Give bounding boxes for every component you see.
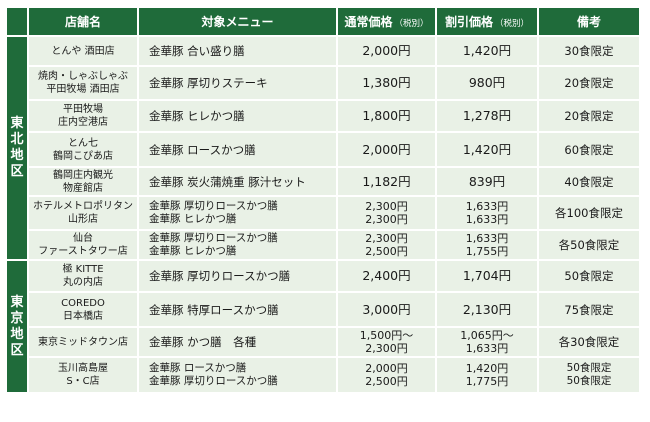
note-cell: 50食限定 <box>539 261 639 291</box>
discount-price-cell: 1,420円 1,775円 <box>437 358 537 392</box>
menu-cell: 金華豚 かつ膳 各種 <box>139 328 336 356</box>
region-header <box>7 8 27 35</box>
note-cell: 各100食限定 <box>539 197 639 229</box>
region-label-tohoku: 東北地区 <box>7 37 27 259</box>
shop-name-cell: 仙台 ファーストタワー店 <box>29 231 137 259</box>
header-row: 店舗名 対象メニュー 通常価格 （税別） 割引価格 （税別） 備考 <box>7 8 639 35</box>
regular-price-cell: 1,500円～ 2,300円 <box>338 328 435 356</box>
regular-price-cell: 1,380円 <box>338 67 435 99</box>
discount-price-cell: 980円 <box>437 67 537 99</box>
shop-name-cell: とんや 酒田店 <box>29 37 137 65</box>
regular-price-cell: 2,300円 2,500円 <box>338 231 435 259</box>
menu-cell: 金華豚 厚切りロースかつ膳 金華豚 ヒレかつ膳 <box>139 231 336 259</box>
menu-cell: 金華豚 炭火蒲焼重 豚汁セット <box>139 168 336 195</box>
shop-name-cell: 鶴岡庄内観光 物産館店 <box>29 168 137 195</box>
menu-cell: 金華豚 厚切りロースかつ膳 <box>139 261 336 291</box>
table-row: とん七 鶴岡こぴあ店 金華豚 ロースかつ膳 2,000円 1,420円 60食限定 <box>7 133 639 166</box>
table-row: 鶴岡庄内観光 物産館店 金華豚 炭火蒲焼重 豚汁セット 1,182円 839円 4… <box>7 168 639 195</box>
shop-name-cell: 東京ミッドタウン店 <box>29 328 137 356</box>
menu-cell: 金華豚 特厚ロースかつ膳 <box>139 293 336 326</box>
price-table: 店舗名 対象メニュー 通常価格 （税別） 割引価格 （税別） 備考 東北地区 とんや… <box>5 6 641 394</box>
menu-cell: 金華豚 ロースかつ膳 金華豚 厚切りロースかつ膳 <box>139 358 336 392</box>
table-row: 東京地区 極 KITTE 丸の内店 金華豚 厚切りロースかつ膳 2,400円 1,… <box>7 261 639 392</box>
table-row: 東京ミッドタウン店 金華豚 かつ膳 各種 1,500円～ 2,300円 1,065… <box>7 328 639 356</box>
note-cell: 30食限定 <box>539 37 639 65</box>
menu-header: 対象メニュー <box>139 8 336 35</box>
shop-name-cell: COREDO 日本橋店 <box>29 293 137 326</box>
shop-name-cell: 焼肉・しゃぶしゃぶ 平田牧場 酒田店 <box>29 67 137 99</box>
regular-price-cell: 1,800円 <box>338 101 435 131</box>
regular-price-cell: 2,000円 <box>338 133 435 166</box>
note-header: 備考 <box>539 8 639 35</box>
menu-cell: 金華豚 合い盛り膳 <box>139 37 336 65</box>
shop-name-cell: 玉川高島屋 S・C店 <box>29 358 137 392</box>
regular-price-cell: 2,300円 2,300円 <box>338 197 435 229</box>
note-cell: 20食限定 <box>539 101 639 131</box>
regular-price-cell: 3,000円 <box>338 293 435 326</box>
discount-price-cell: 1,704円 <box>437 261 537 291</box>
discount-price-cell: 839円 <box>437 168 537 195</box>
discount-price-cell: 2,130円 <box>437 293 537 326</box>
discount-price-cell: 1,633円 1,633円 <box>437 197 537 229</box>
table-row: COREDO 日本橋店 金華豚 特厚ロースかつ膳 3,000円 2,130円 75… <box>7 293 639 326</box>
discount-price-header: 割引価格 （税別） <box>437 8 537 35</box>
regular-price-cell: 2,000円 2,500円 <box>338 358 435 392</box>
note-cell: 各50食限定 <box>539 231 639 259</box>
discount-price-cell: 1,278円 <box>437 101 537 131</box>
shop-name-cell: 極 KITTE 丸の内店 <box>29 261 137 291</box>
menu-cell: 金華豚 ヒレかつ膳 <box>139 101 336 131</box>
menu-cell: 金華豚 厚切りステーキ <box>139 67 336 99</box>
table-row: 玉川高島屋 S・C店 金華豚 ロースかつ膳 金華豚 厚切りロースかつ膳 2,000円… <box>7 358 639 392</box>
note-cell: 40食限定 <box>539 168 639 195</box>
table-row: 平田牧場 庄内空港店 金華豚 ヒレかつ膳 1,800円 1,278円 20食限定 <box>7 101 639 131</box>
note-cell: 20食限定 <box>539 67 639 99</box>
shop-header: 店舗名 <box>29 8 137 35</box>
note-cell: 50食限定 50食限定 <box>539 358 639 392</box>
discount-price-cell: 1,065円～ 1,633円 <box>437 328 537 356</box>
discount-price-cell: 1,420円 <box>437 133 537 166</box>
regular-price-cell: 2,000円 <box>338 37 435 65</box>
discount-price-cell: 1,633円 1,755円 <box>437 231 537 259</box>
table-row: 仙台 ファーストタワー店 金華豚 厚切りロースかつ膳 金華豚 ヒレかつ膳 2,300… <box>7 231 639 259</box>
note-cell: 60食限定 <box>539 133 639 166</box>
regular-price-header: 通常価格 （税別） <box>338 8 435 35</box>
table-row: 焼肉・しゃぶしゃぶ 平田牧場 酒田店 金華豚 厚切りステーキ 1,380円 980… <box>7 67 639 99</box>
note-cell: 各30食限定 <box>539 328 639 356</box>
regular-price-cell: 2,400円 <box>338 261 435 291</box>
shop-name-cell: 平田牧場 庄内空港店 <box>29 101 137 131</box>
region-label-tokyo: 東京地区 <box>7 261 27 392</box>
table-row: 東北地区 とんや 酒田店 金華豚 合い盛り膳 2,000円 1,420円 30食… <box>7 37 639 259</box>
regular-price-cell: 1,182円 <box>338 168 435 195</box>
discount-price-cell: 1,420円 <box>437 37 537 65</box>
table-row: ホテルメトロポリタン 山形店 金華豚 厚切りロースかつ膳 金華豚 ヒレかつ膳 2,3… <box>7 197 639 229</box>
note-cell: 75食限定 <box>539 293 639 326</box>
shop-name-cell: ホテルメトロポリタン 山形店 <box>29 197 137 229</box>
menu-cell: 金華豚 ロースかつ膳 <box>139 133 336 166</box>
shop-name-cell: とん七 鶴岡こぴあ店 <box>29 133 137 166</box>
menu-cell: 金華豚 厚切りロースかつ膳 金華豚 ヒレかつ膳 <box>139 197 336 229</box>
